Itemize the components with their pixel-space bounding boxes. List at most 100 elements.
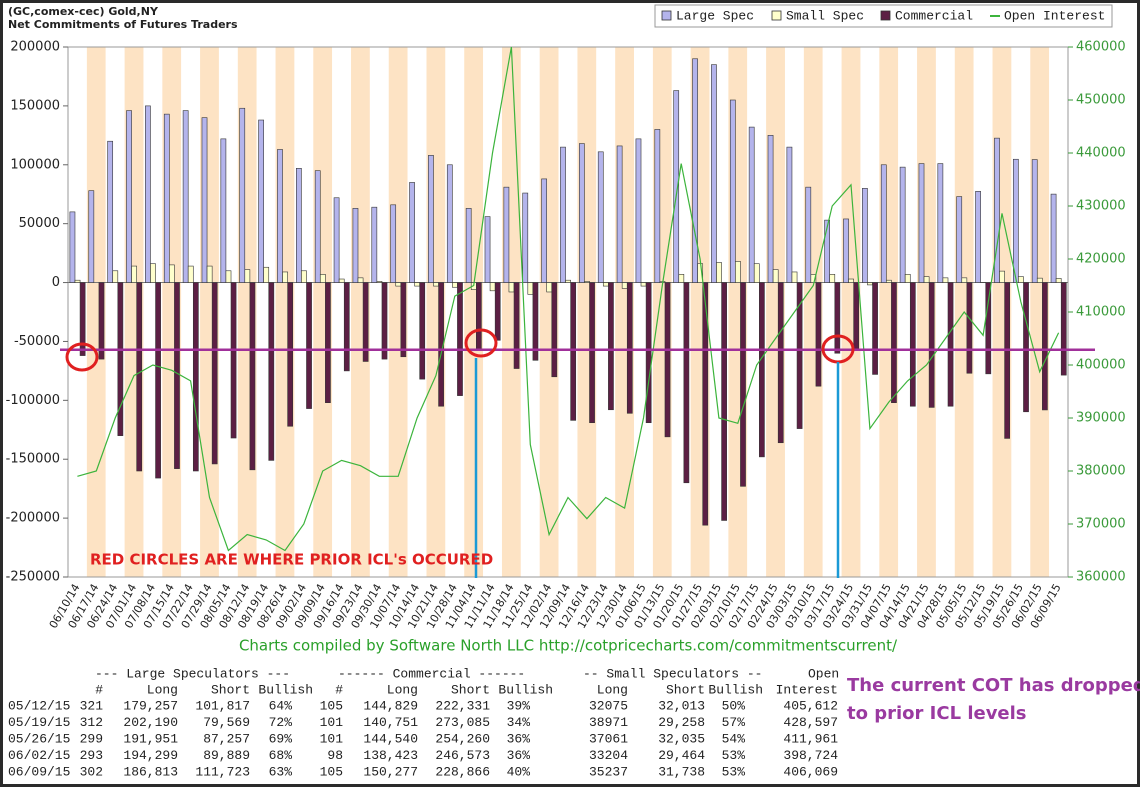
bar	[410, 182, 415, 282]
bar	[943, 278, 948, 283]
table-header: Short	[211, 682, 250, 697]
bar	[552, 283, 557, 377]
bar	[401, 283, 406, 357]
bar	[1051, 194, 1056, 282]
bar	[806, 187, 811, 282]
bar	[816, 283, 821, 387]
bar	[792, 272, 797, 283]
bar	[919, 164, 924, 283]
table-cell: 228,866	[435, 764, 490, 779]
y2-tick-label: 360000	[1076, 570, 1126, 585]
bar	[264, 267, 269, 282]
annotation-line: The current COT has dropped almost	[847, 675, 1140, 696]
y-tick-label: -250000	[6, 570, 60, 585]
table-header: Long	[387, 682, 418, 697]
table-cell: 254,260	[435, 731, 490, 746]
bar	[608, 283, 613, 410]
table-cell: 05/26/15	[8, 731, 70, 746]
y-tick-label: 200000	[10, 40, 60, 55]
table-cell: 312	[80, 715, 103, 730]
bar	[75, 280, 80, 282]
table-cell: 101	[320, 731, 344, 746]
table-cell: 63%	[269, 764, 293, 779]
bar	[579, 144, 584, 283]
bar	[391, 205, 396, 283]
bar	[759, 283, 764, 457]
y2-tick-label: 440000	[1076, 146, 1126, 161]
y2-tick-label: 430000	[1076, 199, 1126, 214]
bar	[886, 280, 891, 282]
bar	[315, 171, 320, 283]
bar	[396, 283, 401, 287]
bar	[358, 278, 363, 283]
annotation: RED CIRCLES ARE WHERE PRIOR ICL's OCCURE…	[90, 551, 493, 569]
bar	[504, 187, 509, 282]
bar	[655, 129, 660, 282]
bar	[250, 283, 255, 470]
table-cell: 222,331	[435, 698, 490, 713]
bar	[716, 263, 721, 283]
bar	[188, 266, 193, 282]
bar	[528, 283, 533, 295]
bar	[523, 193, 528, 283]
bar	[986, 283, 991, 374]
table-cell: 34%	[507, 715, 531, 730]
table-cell: 05/19/15	[8, 715, 70, 730]
bar	[382, 283, 387, 360]
bar	[207, 266, 212, 282]
table-cell: 39%	[507, 698, 531, 713]
table-cell: 140,751	[363, 715, 418, 730]
bar	[862, 188, 867, 282]
table-cell: 33204	[589, 748, 628, 763]
y-tick-label: -200000	[6, 511, 60, 526]
y2-tick-label: 450000	[1076, 93, 1126, 108]
table-cell: 293	[80, 748, 103, 763]
bar	[957, 197, 962, 283]
bar	[778, 283, 783, 443]
bar	[749, 127, 754, 282]
bar	[372, 207, 377, 282]
table-cell: 29,258	[658, 715, 705, 730]
bar	[962, 278, 967, 283]
y-tick-label: 150000	[10, 98, 60, 113]
bar	[924, 277, 929, 283]
bar	[542, 179, 547, 283]
table-cell: 273,085	[435, 715, 490, 730]
bar	[873, 283, 878, 375]
bar	[485, 217, 490, 283]
table-cell: 53%	[722, 764, 746, 779]
bar	[768, 135, 773, 282]
table-cell: 246,573	[435, 748, 490, 763]
bar	[849, 279, 854, 283]
bar	[447, 165, 452, 283]
table-cell: 144,540	[363, 731, 418, 746]
legend-label: Commercial	[895, 8, 973, 23]
bar	[636, 139, 641, 283]
table-group: --- Large Speculators ---	[95, 666, 290, 681]
bar	[1037, 278, 1042, 282]
bar	[1061, 283, 1066, 376]
table-cell: 50%	[722, 698, 746, 713]
y-tick-label: -50000	[14, 334, 60, 349]
bar	[288, 283, 293, 427]
bar	[1056, 278, 1061, 282]
table-cell: 105	[320, 764, 343, 779]
bar	[948, 283, 953, 407]
chart-title: (GC,comex-cec) Gold,NY	[8, 5, 159, 18]
bar	[910, 283, 915, 407]
bar	[787, 147, 792, 282]
y2-tick-label: 400000	[1076, 358, 1126, 373]
bar	[730, 100, 735, 283]
bar	[296, 168, 301, 282]
bar	[843, 219, 848, 283]
bar	[641, 283, 646, 287]
bar	[854, 283, 859, 350]
table-cell: 32,035	[658, 731, 705, 746]
bar	[221, 139, 226, 283]
table-cell: 87,257	[203, 731, 250, 746]
bar	[377, 281, 382, 282]
table-cell: 191,951	[123, 731, 178, 746]
bar	[490, 283, 495, 291]
annotation-line: to prior ICL levels	[847, 703, 1027, 724]
